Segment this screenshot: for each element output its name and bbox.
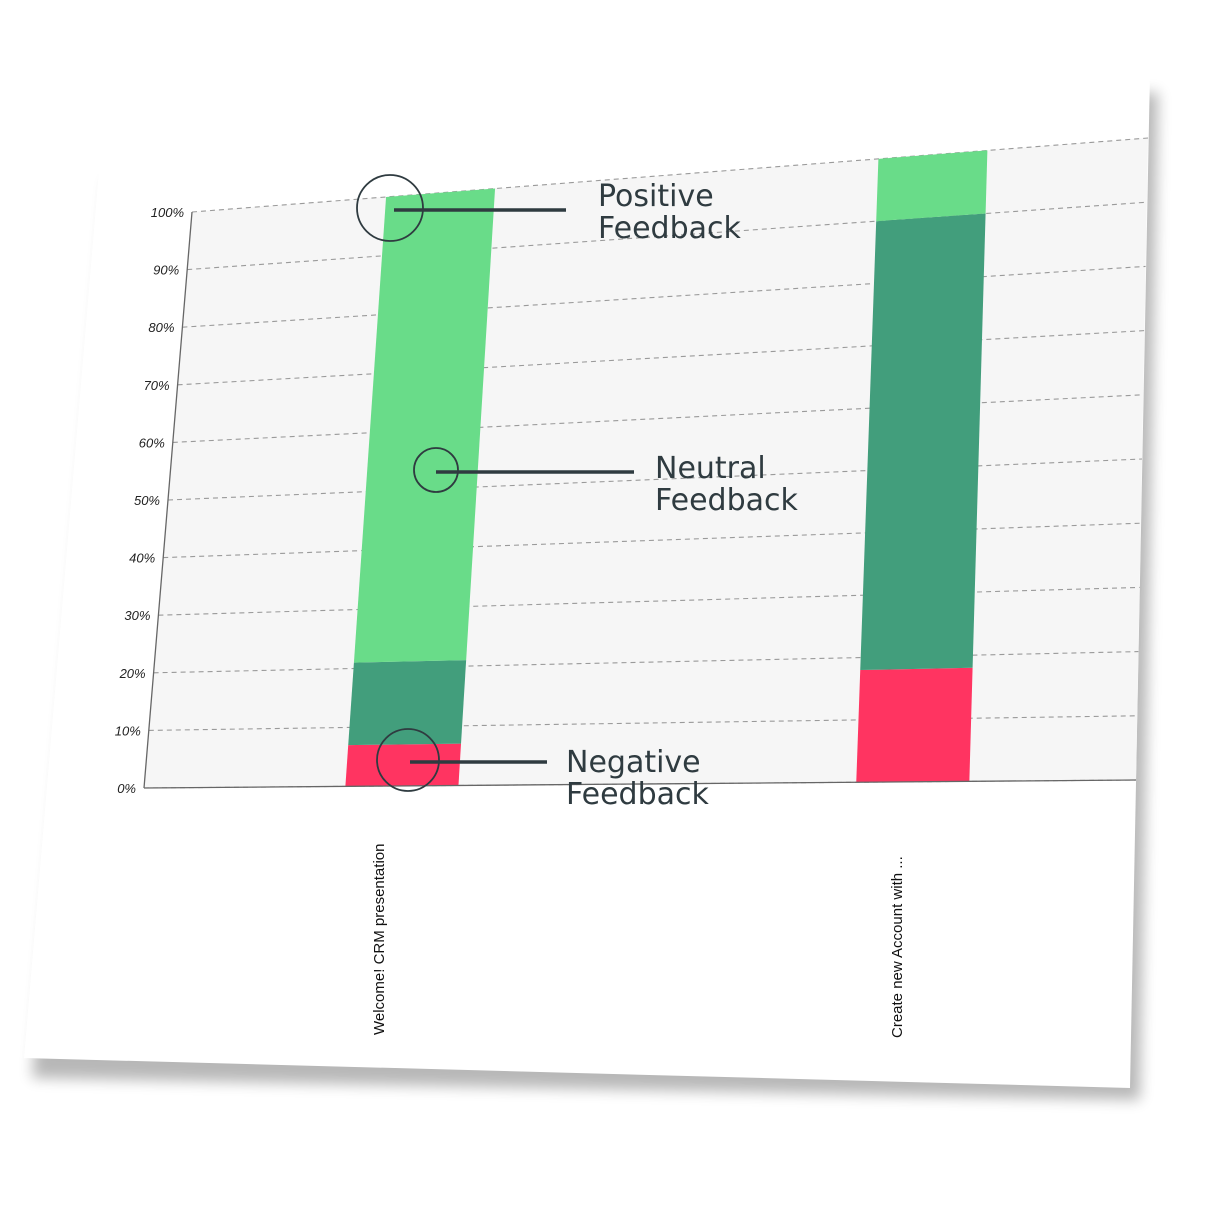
y-tick-label: 70% xyxy=(144,378,170,393)
y-tick-label: 0% xyxy=(117,781,136,796)
y-tick-label: 100% xyxy=(151,205,184,220)
y-tick-label: 50% xyxy=(134,493,160,508)
y-tick-label: 40% xyxy=(129,551,155,566)
grid-line xyxy=(182,265,1146,328)
y-tick-label: 80% xyxy=(148,320,174,335)
y-tick-labels: 0% 10% 20% 30% 40% 50% 60% 70% 80% 90% 100% xyxy=(115,205,184,796)
y-tick-label: 30% xyxy=(124,608,150,623)
grid-line xyxy=(148,715,1138,731)
callout-circle xyxy=(356,174,424,242)
y-tick-label: 20% xyxy=(119,666,146,681)
callout-text: Neutral xyxy=(655,451,766,486)
x-axis-line xyxy=(143,779,1137,789)
grid-line xyxy=(191,137,1149,213)
y-tick-label: 90% xyxy=(153,263,179,278)
bar-segment xyxy=(348,660,467,746)
bar-segment xyxy=(353,188,496,663)
category-label: Create new Account with ... xyxy=(889,856,906,1038)
callout-circle xyxy=(376,728,440,792)
category-label: Welcome! CRM presentation xyxy=(371,844,388,1035)
bar-segment xyxy=(860,213,986,671)
bars-layer xyxy=(345,150,988,787)
callout-text: Feedback xyxy=(566,777,709,812)
bar-segment xyxy=(345,743,462,787)
grid-line xyxy=(167,458,1143,501)
y-tick-label: 10% xyxy=(115,723,141,738)
bar-segment xyxy=(876,150,988,222)
grid-line xyxy=(158,586,1140,616)
grid-line xyxy=(163,522,1141,559)
grid-line xyxy=(187,201,1147,271)
category-labels: Welcome! CRM presentation Create new Acco… xyxy=(371,844,906,1038)
callout-circle xyxy=(413,447,459,493)
y-axis-line xyxy=(143,211,193,789)
callout-text: Feedback xyxy=(655,483,798,518)
callouts-layer: PositiveFeedbackNeutralFeedbackNegativeF… xyxy=(356,174,798,812)
bar-segment xyxy=(856,667,973,783)
callout-text: Positive xyxy=(598,179,714,214)
callout-text: Feedback xyxy=(598,211,741,246)
y-tick-label: 60% xyxy=(139,435,165,450)
grid-line xyxy=(153,651,1139,674)
callout-text: Negative xyxy=(566,745,701,780)
